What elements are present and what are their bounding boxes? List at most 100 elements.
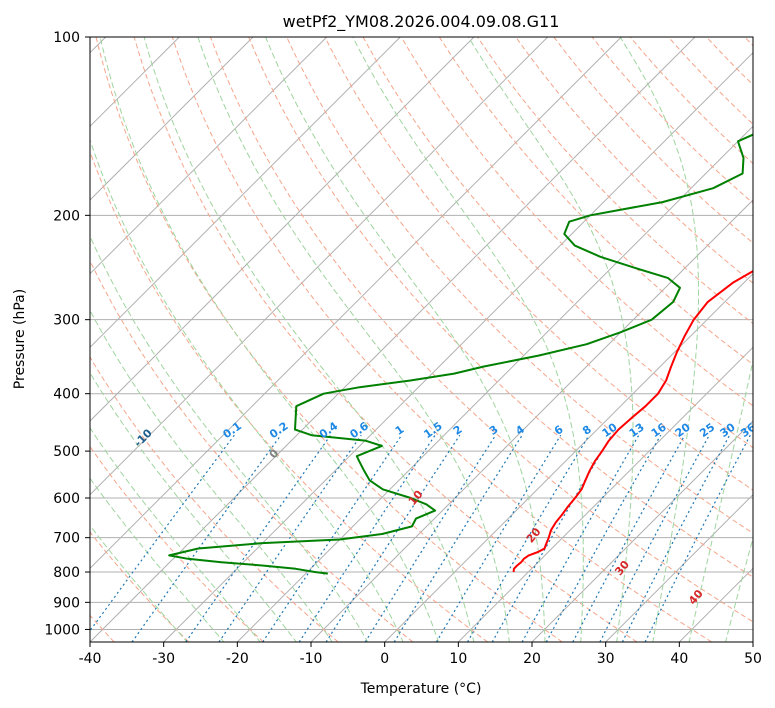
moist-adiabat-line (90, 477, 225, 642)
mixing-ratio-label: 2 (451, 423, 465, 438)
mixing-ratio-line (621, 434, 731, 642)
dry-adiabat-line (210, 37, 753, 623)
x-tick-label: -20 (226, 651, 249, 667)
y-tick-label: 800 (53, 565, 80, 581)
mixing-ratio-label: 1 (393, 423, 407, 438)
x-axis-title: Temperature (°C) (360, 681, 482, 697)
isotherm-line (90, 37, 401, 349)
y-tick-label: 900 (53, 595, 80, 611)
mixing-ratio-line (545, 434, 662, 642)
dry-adiabat-line (90, 531, 190, 642)
moist-adiabat-line (352, 37, 584, 642)
moist-adiabat-line (90, 309, 333, 642)
x-tick-label: 10 (449, 651, 467, 667)
mixing-ratio-label: 0.1 (221, 419, 244, 441)
chart-title: wetPf2_YM08.2026.004.09.08.G11 (283, 12, 560, 32)
mixing-ratio-line (185, 434, 332, 642)
moist-adiabat-line (265, 37, 546, 642)
mixing-ratio-line (466, 434, 590, 642)
dry-adiabat-line (90, 259, 414, 642)
mixing-ratio-line (491, 434, 613, 642)
mixing-ratio-label: 25 (697, 421, 717, 440)
mixing-ratio-line (90, 434, 235, 632)
moist-adiabat-line (90, 235, 369, 642)
moist-adiabat-line (143, 37, 475, 642)
mixing-ratio-line (644, 434, 751, 642)
x-tick-label: 20 (523, 651, 541, 667)
dry-adiabat-line (553, 37, 753, 244)
mixing-ratio-label: 36 (738, 420, 758, 440)
moist-adiabat-label: 0 (267, 447, 282, 461)
mixing-ratio-label: 8 (580, 423, 594, 438)
dewpoint-profile-line (168, 133, 753, 575)
dry-adiabat-line (477, 37, 753, 325)
dry-adiabat-line (668, 37, 753, 125)
isotherm-line (605, 493, 753, 642)
y-tick-label: 1000 (44, 622, 80, 638)
plot-frame (89, 36, 754, 643)
dry-adiabat-line (90, 150, 488, 642)
isotherm-line (90, 37, 328, 275)
mixing-ratio-line (364, 434, 497, 642)
mixing-ratio-label: 13 (627, 421, 647, 440)
plot-labels: 0.10.20.40.611.52346810131620253036-100-… (132, 419, 758, 607)
plot-background (90, 37, 775, 643)
x-axis-ticks: -40 -30 -20 -10 0 10 20 30 40 50 (79, 642, 762, 667)
dry-adiabat-line (400, 37, 753, 407)
x-tick-label: 0 (380, 651, 389, 667)
isotherm-line (163, 51, 753, 642)
mixing-ratio-line (599, 434, 710, 642)
mixing-ratio-line (572, 434, 686, 642)
mixing-ratio-line (521, 434, 640, 642)
dry-adiabat-line (90, 445, 264, 642)
mixing-ratio-line (435, 434, 562, 642)
mixing-ratio-line (262, 434, 403, 642)
dry-adiabat-line (133, 37, 638, 642)
dry-adiabat-line (95, 37, 563, 642)
isotherm-line (90, 37, 475, 422)
x-tick-label: 40 (670, 651, 688, 667)
dry-adiabat-line (324, 37, 753, 491)
mixing-ratio-line (218, 434, 362, 642)
dry-adiabat-line (438, 37, 753, 366)
mixing-ratio-label: 4 (513, 423, 527, 438)
y-tick-label: 300 (53, 313, 80, 329)
temperature-profile-line (512, 269, 753, 573)
dry-adiabat-line (362, 37, 753, 449)
moist-adiabat-line (90, 138, 404, 642)
x-tick-label: -40 (79, 651, 102, 667)
y-tick-label: 600 (53, 491, 80, 507)
moist-adiabat-line (762, 37, 775, 643)
moist-adiabat-label: 10 (406, 488, 426, 508)
dry-adiabat-label: -10 (132, 426, 155, 449)
moist-adiabat-line (467, 37, 634, 642)
moist-adiabat-line (99, 37, 440, 642)
isotherm-line (531, 420, 753, 642)
dry-adiabat-line (248, 37, 753, 578)
isotherm-line (384, 272, 753, 642)
x-tick-label: 50 (744, 651, 762, 667)
dry-adiabat-line (90, 356, 339, 642)
isotherm-line (236, 125, 753, 642)
mixing-ratio-label: 0.2 (267, 419, 290, 441)
dry-adiabat-line (629, 37, 753, 165)
isotherm-line (90, 37, 696, 642)
dry-adiabat-line (171, 37, 712, 642)
x-tick-label: 30 (597, 651, 615, 667)
moist-adiabat-line (90, 427, 261, 642)
y-tick-label: 700 (53, 531, 80, 547)
isotherm-line (678, 567, 753, 642)
dry-adiabat-line (515, 37, 753, 284)
mixing-ratio-label: 16 (649, 420, 669, 440)
y-tick-label: 500 (53, 444, 80, 460)
moist-adiabat-label: 20 (524, 525, 544, 545)
isotherm-line (90, 37, 254, 201)
plot-lines (168, 133, 753, 575)
moist-adiabat-line (619, 37, 699, 642)
mixing-ratio-line (131, 434, 282, 642)
moist-adiabat-line (90, 524, 188, 642)
isotherm-line (90, 37, 622, 570)
mixing-ratio-label: 20 (673, 420, 693, 440)
y-axis-ticks: 100 200 300 400 500 600 700 800 900 1000 (44, 30, 90, 638)
